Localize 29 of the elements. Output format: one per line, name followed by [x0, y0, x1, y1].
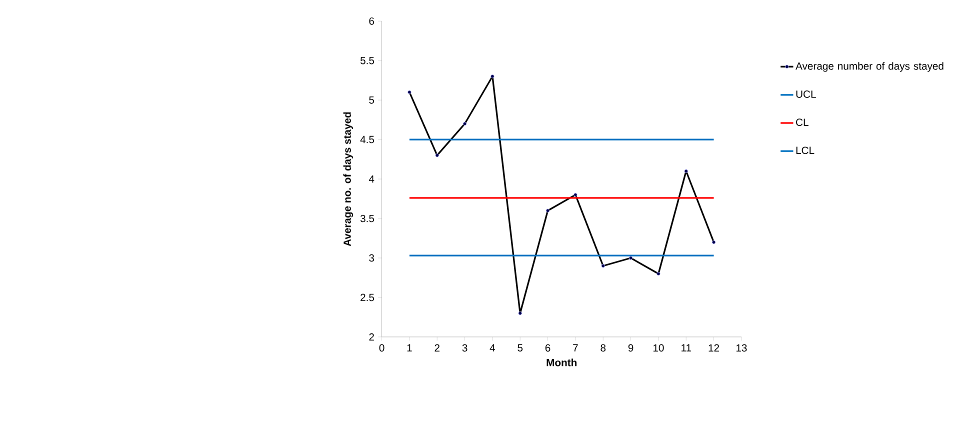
y-tick-label: 6: [369, 17, 374, 25]
x-tick-label: 0: [379, 344, 384, 352]
x-tick-label: 7: [573, 344, 578, 352]
x-tick-label: 4: [490, 344, 496, 352]
y-tick-label: 4.5: [360, 136, 374, 143]
y-tick-label: 3: [369, 254, 374, 262]
x-tick-label: 3: [462, 344, 468, 352]
x-tick-label: 2: [434, 344, 440, 352]
x-tick-label: 8: [600, 344, 606, 352]
x-tick-label: 6: [545, 344, 550, 352]
y-tick-label: 5.5: [360, 56, 374, 64]
y-tick-label: 3.5: [360, 214, 374, 222]
x-tick-label: 1: [407, 344, 412, 352]
x-tick-label: 9: [628, 344, 634, 352]
legend-label: CL: [796, 118, 808, 126]
x-axis-title: Month: [546, 358, 577, 366]
x-tick-label: 12: [708, 344, 720, 352]
y-axis-title: Average no. of days stayed: [343, 112, 354, 246]
x-tick-label: 10: [653, 344, 664, 352]
y-tick-label: 5: [369, 96, 374, 104]
y-tick-label: 4: [368, 175, 374, 182]
x-tick-label: 11: [682, 344, 691, 352]
x-tick-label: 5: [518, 344, 523, 352]
y-tick-label: 2: [369, 333, 374, 340]
x-tick-label: 13: [736, 344, 747, 352]
y-tick-label: 2.5: [360, 294, 374, 301]
legend-label: Average number of days stayed: [796, 62, 944, 72]
legend-label: UCL: [796, 90, 816, 98]
legend-label: LCL: [796, 146, 814, 154]
